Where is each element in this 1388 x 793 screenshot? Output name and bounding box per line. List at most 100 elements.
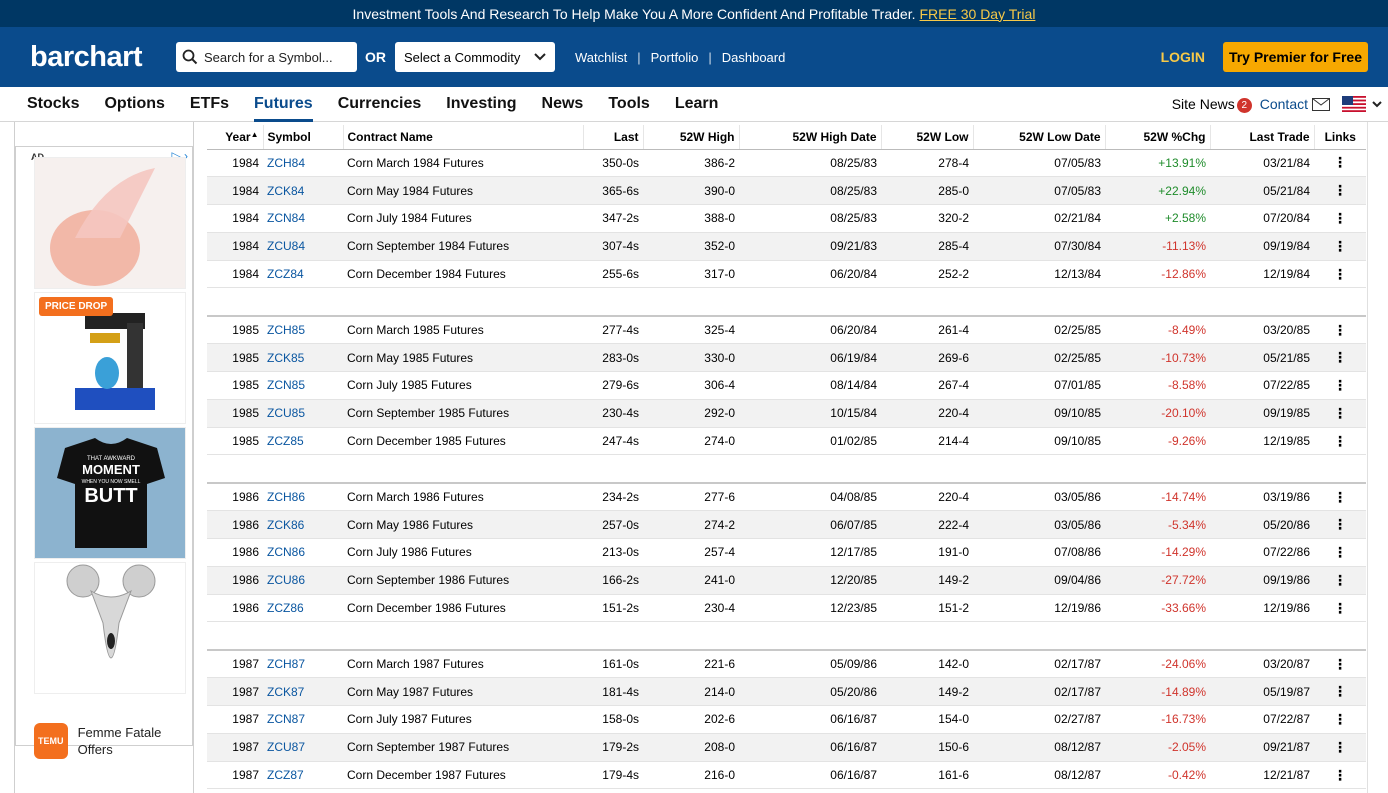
- cell-symbol[interactable]: ZCK86: [263, 510, 343, 540]
- ad-panel[interactable]: AD ▷ › PRICE DROP TH: [15, 146, 193, 759]
- more-options-icon[interactable]: ⋮: [1314, 204, 1366, 233]
- more-options-icon[interactable]: ⋮: [1314, 176, 1366, 206]
- cell-symbol[interactable]: ZCZ86: [263, 594, 343, 623]
- cell-symbol[interactable]: ZCZ87: [263, 761, 343, 790]
- site-news-link[interactable]: Site News: [1171, 96, 1235, 112]
- cell-52w-high: 230-4: [643, 594, 739, 623]
- ad-product-image[interactable]: PRICE DROP: [34, 292, 186, 424]
- cell-symbol[interactable]: ZCU84: [263, 232, 343, 261]
- table-row: 1987 ZCZ87 Corn December 1987 Futures 179-4…: [207, 761, 1366, 790]
- col-52w-low-date[interactable]: 52W Low Date: [972, 125, 1105, 150]
- cell-last-trade: 09/21/87: [1210, 733, 1314, 762]
- more-options-icon[interactable]: ⋮: [1314, 315, 1366, 345]
- symbol-search-input[interactable]: Search for a Symbol...: [176, 42, 357, 72]
- nav-options[interactable]: Options: [104, 95, 165, 112]
- mail-icon[interactable]: [1312, 97, 1330, 111]
- cell-symbol[interactable]: ZCH87: [263, 649, 343, 679]
- nav-currencies[interactable]: Currencies: [337, 95, 422, 112]
- col-contract-name[interactable]: Contract Name: [342, 125, 583, 150]
- cell-last: 234-2s: [583, 482, 643, 512]
- more-options-icon[interactable]: ⋮: [1314, 399, 1366, 428]
- more-options-icon[interactable]: ⋮: [1314, 705, 1366, 734]
- cell-symbol[interactable]: ZCH86: [263, 482, 343, 512]
- cell-symbol[interactable]: ZCK87: [263, 677, 343, 707]
- more-options-icon[interactable]: ⋮: [1314, 482, 1366, 512]
- search-icon: [182, 49, 198, 65]
- cell-last-trade: 09/19/84: [1210, 232, 1314, 261]
- login-button[interactable]: LOGIN: [1160, 49, 1205, 65]
- cell-symbol[interactable]: ZCN87: [263, 705, 343, 734]
- col-52w-high-date[interactable]: 52W High Date: [738, 125, 881, 150]
- col-52w-pct-chg[interactable]: 52W %Chg: [1104, 125, 1210, 150]
- free-trial-link[interactable]: FREE 30 Day Trial: [919, 5, 1036, 22]
- nav-stocks[interactable]: Stocks: [27, 95, 80, 112]
- cell-52w-high: 292-0: [643, 399, 739, 428]
- cell-symbol[interactable]: ZCH84: [263, 149, 343, 178]
- ad-product-image[interactable]: [34, 562, 186, 694]
- more-options-icon[interactable]: ⋮: [1314, 232, 1366, 261]
- cell-52w-low: 267-4: [881, 371, 973, 400]
- dashboard-link[interactable]: Dashboard: [721, 49, 786, 65]
- cell-52w-low-date: 02/27/87: [973, 705, 1105, 734]
- cell-symbol[interactable]: ZCZ85: [263, 427, 343, 456]
- nav-learn[interactable]: Learn: [674, 95, 719, 112]
- more-options-icon[interactable]: ⋮: [1314, 538, 1366, 567]
- chevron-down-icon[interactable]: [1372, 100, 1382, 108]
- cell-last: 179-2s: [583, 733, 643, 762]
- more-options-icon[interactable]: ⋮: [1314, 343, 1366, 373]
- nav-news[interactable]: News: [541, 95, 584, 112]
- search-placeholder: Search for a Symbol...: [204, 49, 333, 65]
- more-options-icon[interactable]: ⋮: [1314, 510, 1366, 540]
- more-options-icon[interactable]: ⋮: [1314, 733, 1366, 762]
- ad-product-image[interactable]: THAT AWKWARD MOMENT WHEN YOU NOW SMELL B…: [34, 427, 186, 559]
- link-separator: |: [708, 49, 712, 65]
- cell-52w-high-date: 08/25/83: [739, 204, 881, 233]
- nav-futures[interactable]: Futures: [254, 87, 313, 122]
- cell-symbol[interactable]: ZCN85: [263, 371, 343, 400]
- nav-etfs[interactable]: ETFs: [189, 95, 230, 112]
- cell-symbol[interactable]: ZCU87: [263, 733, 343, 762]
- try-premier-button[interactable]: Try Premier for Free: [1222, 42, 1368, 72]
- ad-product-image[interactable]: [34, 157, 186, 289]
- cell-symbol[interactable]: ZCN86: [263, 538, 343, 567]
- more-options-icon[interactable]: ⋮: [1314, 677, 1366, 707]
- nav-tools[interactable]: Tools: [608, 95, 650, 112]
- nav-investing[interactable]: Investing: [446, 95, 517, 112]
- more-options-icon[interactable]: ⋮: [1314, 761, 1366, 790]
- cell-symbol[interactable]: ZCK85: [263, 343, 343, 373]
- portfolio-link[interactable]: Portfolio: [650, 49, 699, 65]
- more-options-icon[interactable]: ⋮: [1314, 149, 1366, 178]
- cell-symbol[interactable]: ZCZ84: [263, 260, 343, 289]
- contact-link[interactable]: Contact: [1259, 96, 1308, 112]
- more-options-icon[interactable]: ⋮: [1314, 649, 1366, 679]
- col-year[interactable]: Year▲: [207, 125, 263, 150]
- futures-table: Year▲ Symbol Contract Name Last 52W High…: [207, 125, 1366, 790]
- col-52w-low[interactable]: 52W Low: [880, 125, 973, 150]
- cell-symbol[interactable]: ZCN84: [263, 204, 343, 233]
- roller-image: [35, 563, 185, 693]
- more-options-icon[interactable]: ⋮: [1314, 594, 1366, 623]
- temu-ad[interactable]: TEMU Femme Fatale Offers: [34, 723, 192, 759]
- col-symbol[interactable]: Symbol: [262, 125, 343, 150]
- cell-52w-high: 386-2: [643, 149, 739, 178]
- more-options-icon[interactable]: ⋮: [1314, 371, 1366, 400]
- temu-text: Femme Fatale Offers: [77, 725, 162, 757]
- cell-symbol[interactable]: ZCH85: [263, 315, 343, 345]
- cell-symbol[interactable]: ZCU86: [263, 566, 343, 595]
- cell-52w-high-date: 04/08/85: [739, 482, 881, 512]
- col-last[interactable]: Last: [582, 125, 643, 150]
- cell-52w-pct-chg: -10.73%: [1105, 343, 1210, 373]
- commodity-select[interactable]: Select a Commodity: [395, 42, 555, 72]
- watchlist-link[interactable]: Watchlist: [575, 49, 628, 65]
- more-options-icon[interactable]: ⋮: [1314, 566, 1366, 595]
- us-flag-icon[interactable]: [1342, 96, 1366, 112]
- more-options-icon[interactable]: ⋮: [1314, 427, 1366, 456]
- cell-symbol[interactable]: ZCK84: [263, 176, 343, 206]
- col-52w-high[interactable]: 52W High: [642, 125, 739, 150]
- barchart-logo[interactable]: barchart: [30, 40, 143, 73]
- col-last-trade[interactable]: Last Trade: [1209, 125, 1314, 150]
- cell-contract-name: Corn July 1984 Futures: [343, 204, 583, 233]
- cell-symbol[interactable]: ZCU85: [263, 399, 343, 428]
- cell-52w-low: 285-4: [881, 232, 973, 261]
- more-options-icon[interactable]: ⋮: [1314, 260, 1366, 289]
